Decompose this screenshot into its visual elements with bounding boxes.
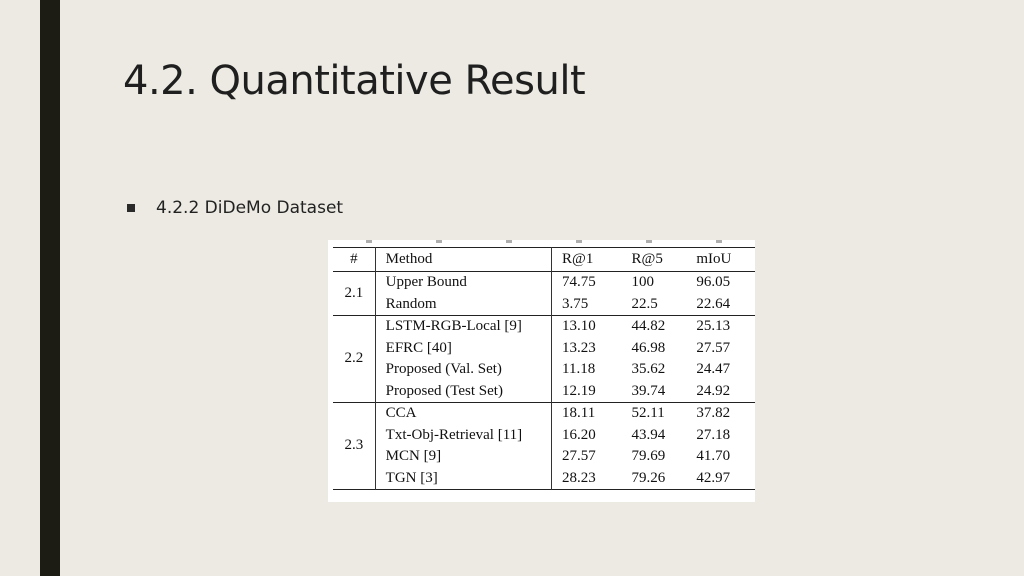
- r5-cell: 44.82: [631, 318, 666, 334]
- bullet-item: 4.2.2 DiDeMo Dataset: [127, 197, 343, 219]
- group-id-cell: 2.2: [333, 315, 376, 403]
- method-cell: Upper Bound: [375, 271, 553, 294]
- table-group-2-1: 2.1 Upper Bound 74.75 100 96.05 Random 3…: [333, 271, 755, 316]
- miou-cell: 96.05: [696, 274, 731, 290]
- header-cell-miou: mIoU: [696, 251, 732, 267]
- table-row: Random 3.75 22.5 22.64: [333, 293, 755, 316]
- table-group-2-3: 2.3 CCA 18.11 52.11 37.82 Txt-Obj-Retrie…: [333, 402, 755, 490]
- r1-cell: 3.75: [562, 295, 589, 312]
- r5-cell: 100: [631, 274, 655, 290]
- header-cell-method: Method: [375, 247, 553, 272]
- header-cell-r5: R@5: [631, 251, 663, 267]
- miou-cell: 27.18: [696, 426, 731, 443]
- table-row: MCN [9] 27.57 79.69 41.70: [333, 446, 755, 468]
- r1-cell: 13.10: [562, 318, 596, 334]
- method-cell: LSTM-RGB-Local [9]: [375, 315, 553, 338]
- header-cell-r1: R@1: [562, 251, 594, 267]
- method-cell: MCN [9]: [375, 446, 553, 468]
- square-bullet-icon: [127, 204, 135, 212]
- r1-cell: 12.19: [562, 382, 596, 399]
- r1-cell: 27.57: [562, 448, 596, 464]
- results-table-image: # Method R@1 R@5 mIoU 2.1 Upper Bound 74…: [328, 240, 755, 502]
- slide-title: 4.2. Quantitative Result: [123, 58, 586, 104]
- table-row: TGN [3] 28.23 79.26 42.97: [333, 467, 755, 490]
- miou-cell: 24.47: [696, 361, 731, 377]
- group-id-cell: 2.1: [333, 271, 376, 316]
- r5-cell: 43.94: [631, 426, 666, 443]
- r1-cell: 28.23: [562, 469, 596, 486]
- miou-cell: 24.92: [696, 382, 731, 399]
- method-cell: Proposed (Val. Set): [375, 359, 553, 381]
- r1-cell: 11.18: [562, 361, 596, 377]
- r5-cell: 79.69: [631, 448, 666, 464]
- r5-cell: 46.98: [631, 339, 666, 356]
- table-row: 2.1 Upper Bound 74.75 100 96.05: [333, 271, 755, 316]
- miou-cell: 42.97: [696, 469, 731, 486]
- bullet-text: 4.2.2 DiDeMo Dataset: [156, 198, 344, 218]
- method-cell: TGN [3]: [375, 467, 553, 490]
- r1-cell: 16.20: [562, 426, 596, 443]
- r1-cell: 18.11: [562, 405, 596, 421]
- table-row-highlighted: Proposed (Test Set) 12.19 39.74 24.92: [333, 380, 755, 403]
- method-cell: Txt-Obj-Retrieval [11]: [375, 424, 553, 446]
- miou-cell: 27.57: [696, 339, 731, 356]
- table-row: Txt-Obj-Retrieval [11] 16.20 43.94 27.18: [333, 424, 755, 446]
- group-id-cell: 2.3: [333, 402, 376, 490]
- table-row-highlighted: Proposed (Val. Set) 11.18 35.62 24.47: [333, 359, 755, 381]
- cropped-text-artifact: [328, 240, 755, 243]
- r5-cell: 79.26: [631, 469, 666, 486]
- miou-cell: 25.13: [696, 318, 731, 334]
- r1-cell: 13.23: [562, 339, 596, 356]
- method-cell: Random: [375, 293, 553, 316]
- left-accent-bar: [40, 0, 60, 576]
- r5-cell: 35.62: [631, 361, 666, 377]
- table-header-row: # Method R@1 R@5 mIoU: [333, 247, 755, 272]
- r5-cell: 22.5: [631, 295, 658, 312]
- r5-cell: 39.74: [631, 382, 666, 399]
- table-row: 2.2 LSTM-RGB-Local [9] 13.10 44.82 25.13: [333, 315, 755, 403]
- miou-cell: 37.82: [696, 405, 731, 421]
- method-cell: CCA: [375, 402, 553, 425]
- table-row: 2.3 CCA 18.11 52.11 37.82: [333, 402, 755, 490]
- r5-cell: 52.11: [631, 405, 665, 421]
- table-row: EFRC [40] 13.23 46.98 27.57: [333, 337, 755, 359]
- results-table: # Method R@1 R@5 mIoU 2.1 Upper Bound 74…: [333, 247, 755, 490]
- miou-cell: 41.70: [696, 448, 731, 464]
- table-group-2-2: 2.2 LSTM-RGB-Local [9] 13.10 44.82 25.13…: [333, 315, 755, 403]
- header-cell-number: #: [333, 247, 376, 272]
- miou-cell: 22.64: [696, 295, 731, 312]
- method-cell: Proposed (Test Set): [375, 380, 553, 403]
- r1-cell: 74.75: [562, 274, 596, 290]
- method-cell: EFRC [40]: [375, 337, 553, 359]
